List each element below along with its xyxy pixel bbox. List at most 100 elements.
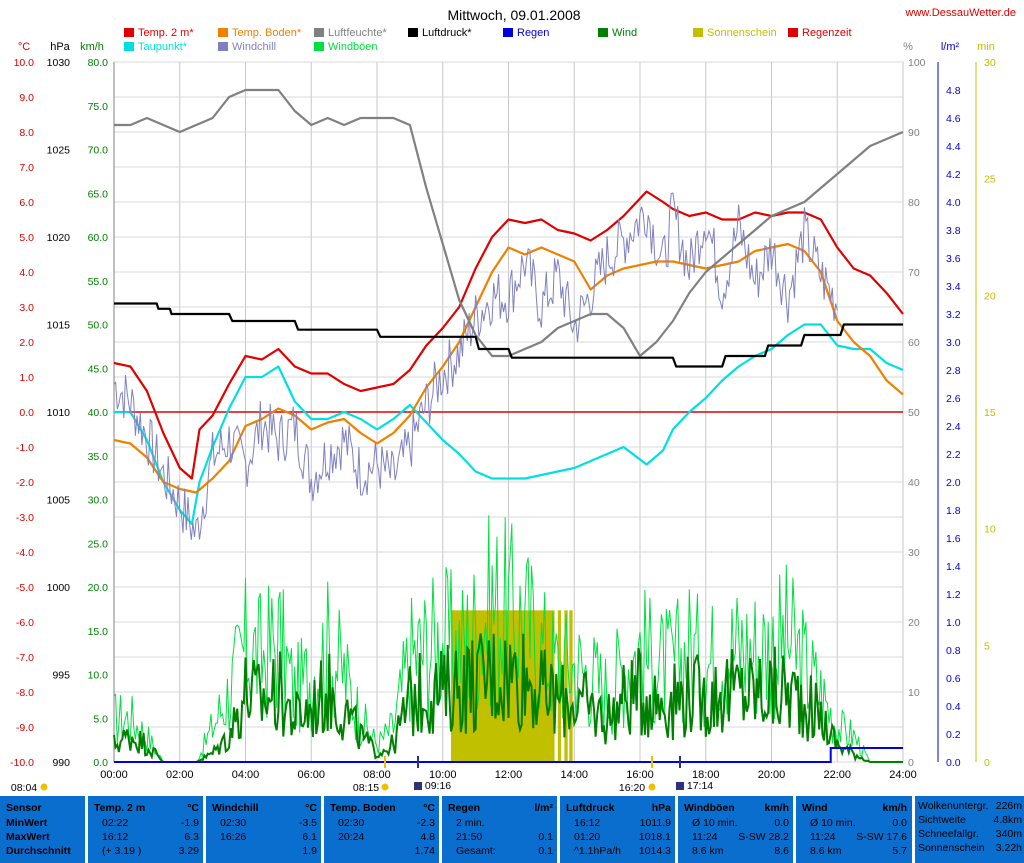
stats-cell-value: S-SW 28.2 <box>738 831 789 843</box>
stats-extra-row: Sonnenschein 3.22h <box>918 842 1022 855</box>
stats-cell-time: 02:30 <box>220 817 247 829</box>
stats-cell-time: 01:20 <box>574 831 601 843</box>
humidity-tick-label: 100 <box>908 57 926 69</box>
site-link[interactable]: www.DessauWetter.de <box>905 7 1016 19</box>
pressure-tick-label: 1015 <box>47 320 71 332</box>
pressure-tick-label: 1025 <box>47 145 71 157</box>
x-tick-label: 22:00 <box>823 769 851 781</box>
stats-cell-value: 6.1 <box>302 831 317 843</box>
temp-unit-label: °C <box>18 41 30 53</box>
temp-tick-label: 7.0 <box>19 162 34 174</box>
stats-cell-time: (+ 3.19 ) <box>102 845 142 857</box>
stats-group-header: Windchill °C <box>212 802 317 816</box>
stats-group: Regen l/m² 2 min. 21:50 0.1 Gesamt: 0.1 <box>442 796 557 863</box>
legend-label: Temp. 2 m* <box>138 27 194 39</box>
rain-tick-label: 4.8 <box>946 85 961 97</box>
rain-tick-label: 3.8 <box>946 225 961 237</box>
stats-cell-row: 16:12 1011.9 <box>566 817 671 830</box>
wind-tick-label: 25.0 <box>88 538 109 550</box>
wind-tick-label: 35.0 <box>88 451 109 463</box>
sun-tick-label: 30 <box>984 57 996 69</box>
chart-title: Mittwoch, 09.01.2008 <box>447 7 580 23</box>
x-tick-label: 00:00 <box>100 769 128 781</box>
stats-separator <box>203 796 206 863</box>
stats-cell-value: 0.0 <box>774 817 789 829</box>
stats-cell-value: 1.74 <box>414 845 435 857</box>
legend-swatch <box>124 42 134 51</box>
stats-cell-time: 16:26 <box>220 831 247 843</box>
x-tick-label: 02:00 <box>166 769 194 781</box>
sun-tick-label: 20 <box>984 290 996 302</box>
stats-cell-time: 11:24 <box>810 831 836 843</box>
stats-group: Windböen km/h Ø 10 min. 0.0 11:24 S-SW 28.2 8.… <box>678 796 793 863</box>
temp-2-m-line <box>113 190 904 480</box>
axes: 10.0 9.0 8.0 7.0 6.0 5.0 4.0 3.0 2.0 1.0 0.0 -1.0 -2… <box>10 57 996 781</box>
stats-cell-value: 5.7 <box>892 845 907 857</box>
stats-group-header: Regen l/m² <box>448 802 553 816</box>
sun-unit-label: min <box>977 41 995 53</box>
stats-cell-value: 8.6 <box>774 845 789 857</box>
temp-tick-label: 0.0 <box>19 407 34 419</box>
rain-tick-label: 2.6 <box>946 393 961 405</box>
temp-tick-label: 2.0 <box>19 337 34 349</box>
legend-swatch <box>314 42 324 51</box>
wind-tick-label: 50.0 <box>88 320 109 332</box>
stats-cell-time: Ø 10 min. <box>810 817 856 829</box>
rain-tick-label: 4.4 <box>946 141 961 153</box>
x-tick-label: 24:00 <box>889 769 917 781</box>
humidity-tick-label: 70 <box>908 267 920 279</box>
stats-separator <box>439 796 442 863</box>
sun-icon <box>648 783 656 791</box>
stats-group-title: Temp. 2 m <box>94 802 146 814</box>
temp-tick-label: 10.0 <box>14 57 35 69</box>
sun-markers: 08:04 08:15 09:16 16:20 17:14 <box>11 756 713 794</box>
sun-tick-label: 5 <box>984 640 990 652</box>
stats-cell-value: 1011.9 <box>639 817 671 829</box>
wind-tick-label: 10.0 <box>88 670 109 682</box>
stats-cell-value: 0.0 <box>892 817 907 829</box>
rain-tick-label: 0.8 <box>946 645 961 657</box>
stats-cell-value: 0.1 <box>538 831 553 843</box>
axis-unit-labels: °C hPa km/h % l/m² min <box>18 41 995 53</box>
stats-cell-row: 02:30 -3.5 <box>212 817 317 830</box>
stats-extra-row: Schneefallgr. 340m <box>918 828 1022 841</box>
stats-cell-row: 20:24 4.8 <box>330 831 435 844</box>
stats-extra-row: Wolkenuntergr. 226m <box>918 800 1022 813</box>
temp-tick-label: 1.0 <box>19 372 34 384</box>
pressure-tick-label: 1020 <box>47 232 71 244</box>
stats-cell-time: 02:22 <box>102 817 129 829</box>
stats-extra: Wolkenuntergr. 226m Sichtweite 4.8km Schneef… <box>915 796 1024 863</box>
humidity-tick-label: 30 <box>908 547 920 559</box>
legend-label: Wind <box>612 27 637 39</box>
stats-group-unit: l/m² <box>534 802 553 814</box>
pressure-tick-label: 995 <box>52 670 70 682</box>
stats-separator <box>793 796 796 863</box>
legend-swatch <box>598 28 608 37</box>
line-series <box>113 88 904 763</box>
stats-cell-value: -3.5 <box>298 817 317 829</box>
stats-group-title: Wind <box>802 802 828 814</box>
wind-unit-label: km/h <box>80 41 104 53</box>
stats-cell-time: 20:24 <box>338 831 365 843</box>
stats-cell-row: Ø 10 min. 0.0 <box>802 817 907 830</box>
stats-cell-value: 1018.1 <box>638 831 671 843</box>
rain-tick-label: 0.6 <box>946 673 961 685</box>
stats-cell-time: Ø 10 min. <box>692 817 738 829</box>
sun-tick-label: 10 <box>984 524 996 536</box>
pressure-unit-label: hPa <box>50 41 70 53</box>
stats-cell-time: 2 min. <box>456 817 485 829</box>
rain-tick-label: 0.4 <box>946 701 961 713</box>
stats-separator <box>321 796 324 863</box>
rain-line <box>114 747 903 763</box>
stats-cell-row: 02:22 -1.9 <box>94 817 199 830</box>
stats-group-unit: km/h <box>882 802 907 814</box>
legend-label: Luftdruck* <box>422 27 472 39</box>
stats-cell-row: (+ 3.19 ) 3.29 <box>94 845 199 858</box>
rain-tick-label: 1.6 <box>946 533 961 545</box>
x-tick-label: 06:00 <box>297 769 325 781</box>
stats-cell-value: 0.1 <box>538 845 553 857</box>
wind-tick-label: 60.0 <box>88 232 109 244</box>
stats-row-label: Durchschnitt <box>6 845 71 857</box>
temp-tick-label: -5.0 <box>16 582 34 594</box>
astro-icon <box>676 782 684 790</box>
